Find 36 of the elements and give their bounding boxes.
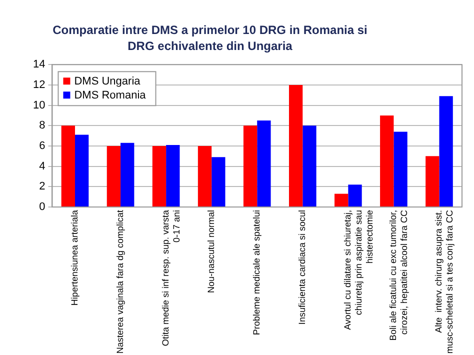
bar: [288, 84, 303, 206]
bar: [348, 184, 362, 206]
x-tick-label: Otita medie si inf resp. sup. varsta 0-17 ani: [160, 210, 182, 346]
y-tick-label: 0: [39, 201, 46, 214]
chart-title: Comparatie intre DMS a primelor 10 DRG in Romania si DRG echivalente din Ungaria: [52, 22, 368, 54]
bar: [212, 157, 226, 206]
bar: [152, 146, 166, 206]
bar: [394, 132, 408, 206]
legend-label: DMS Ungaria: [74, 76, 142, 88]
y-tick-label: 6: [39, 140, 46, 152]
legend-label: DMS Romania: [74, 90, 147, 102]
bar: [243, 126, 258, 206]
x-tick-label: Nou-nascutul normal: [206, 210, 216, 294]
x-tick-label: Hipertensiunea arteriala: [69, 210, 80, 306]
x-tick-label: Nasterea vaginala fara dg complicat: [115, 210, 126, 354]
bar: [106, 146, 121, 206]
bar: [439, 96, 453, 206]
y-tick-label: 2: [39, 180, 46, 193]
bar: [75, 134, 89, 206]
y-tick-label: 12: [32, 78, 46, 91]
bar: [120, 142, 134, 206]
y-tick-label: 4: [39, 160, 46, 172]
x-tick-label: Probleme medicale ale spatelui: [252, 210, 262, 336]
bar: [302, 126, 316, 206]
y-tick-label: 14: [32, 58, 46, 71]
y-tick-label: 8: [39, 120, 46, 132]
bar: [61, 126, 75, 206]
bar: [257, 120, 271, 206]
bar: [198, 146, 212, 206]
bar: [166, 144, 180, 206]
y-tick-label: 10: [32, 99, 46, 112]
x-tick-label: Insuficienta cardiaca si socul: [297, 210, 308, 325]
bar: [380, 115, 394, 206]
x-tick-label: Avortul cu dilatare si chiuretaj, chiuretaj prin aspiratie sau histerectomie: [342, 210, 374, 330]
bar: [426, 156, 440, 206]
bar: [334, 194, 348, 206]
